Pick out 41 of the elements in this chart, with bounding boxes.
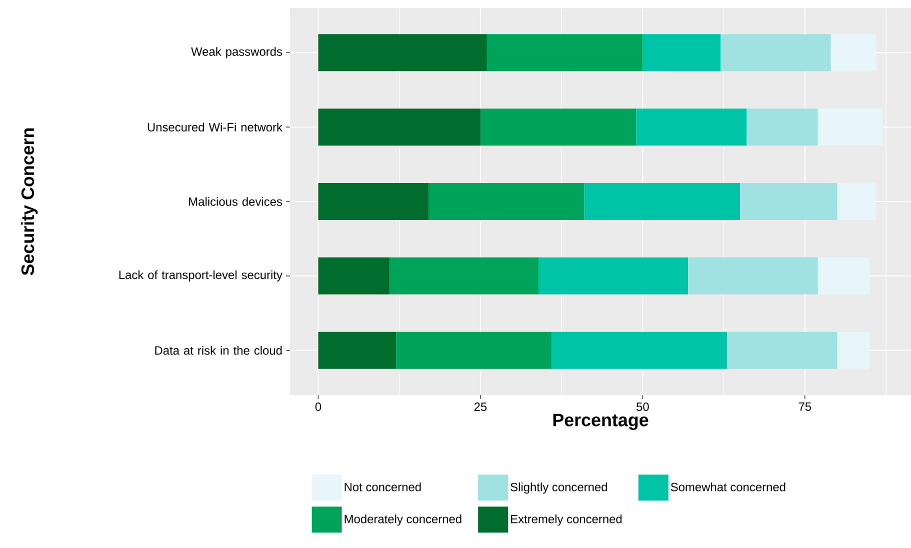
bar [396, 332, 552, 369]
y-axis-title: Security Concern [20, 128, 38, 276]
bar [318, 34, 487, 72]
bar [727, 332, 838, 369]
legend-label: Not concerned [344, 482, 421, 492]
bar [740, 183, 838, 220]
bar [486, 34, 643, 72]
y-tick-label: Lack of transport-level security [119, 270, 282, 282]
y-tick-label: Malicious devices [189, 197, 282, 206]
x-tick-label: 50 [636, 402, 649, 411]
bar [390, 257, 539, 294]
y-tick-label: Unsecured Wi-Fi network [148, 122, 282, 132]
bar [688, 257, 818, 294]
bar [584, 183, 740, 220]
bar [318, 183, 429, 220]
bar [636, 108, 747, 146]
bar [818, 257, 870, 294]
bar [318, 332, 396, 369]
bar [642, 34, 721, 72]
bar [837, 183, 876, 220]
x-axis-title: Percentage [553, 414, 648, 430]
bar [720, 34, 831, 72]
x-tick-label: 25 [474, 402, 487, 411]
x-tick-label: 0 [315, 402, 322, 411]
legend-label: Somewhat concerned [670, 482, 786, 492]
bar [318, 257, 390, 294]
bar [837, 332, 870, 369]
bar [318, 108, 480, 146]
x-tick-label: 75 [798, 402, 812, 411]
y-tick-label: Data at risk in the cloud [155, 346, 282, 355]
y-tick-label: Weak passwords [191, 47, 282, 58]
legend-label: Extremely concerned [511, 514, 622, 526]
bar [830, 34, 876, 72]
bar [818, 108, 883, 146]
bar [428, 183, 584, 220]
bar [552, 332, 728, 369]
bar [480, 108, 636, 146]
legend-label: Moderately concerned [344, 514, 462, 526]
legend-label: Slightly concerned [510, 482, 607, 494]
bar [538, 257, 688, 294]
bar [746, 108, 818, 146]
